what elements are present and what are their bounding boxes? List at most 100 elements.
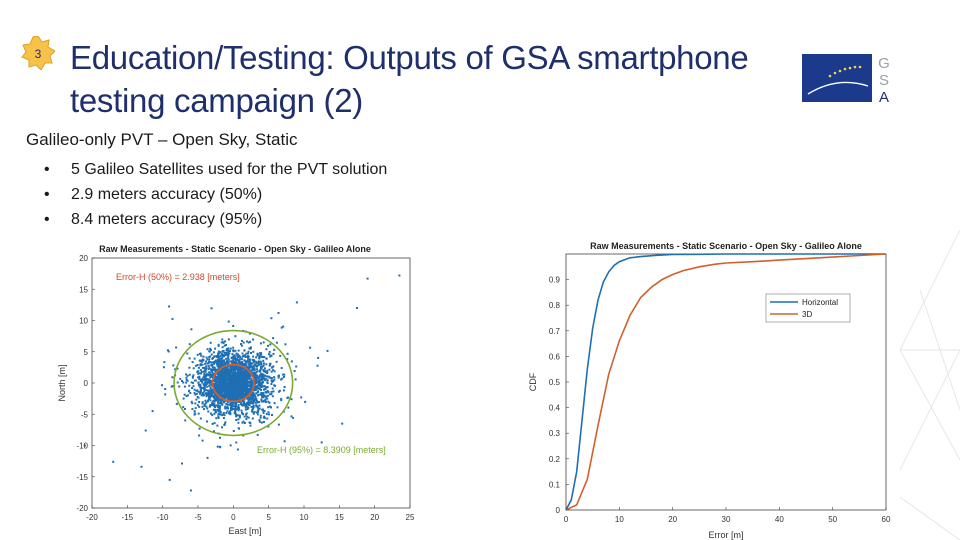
scatter-point — [238, 393, 240, 396]
scatter-point — [217, 392, 220, 395]
scatter-point — [241, 391, 244, 393]
scatter-point — [198, 384, 201, 387]
scatter-point — [251, 417, 254, 420]
scatter-point — [273, 378, 276, 381]
scatter-point — [238, 396, 241, 399]
scatter-point — [223, 423, 226, 425]
scatter-point — [265, 357, 268, 360]
scatter-point — [235, 413, 238, 416]
scatter-point — [192, 381, 194, 384]
scatter-point — [225, 391, 228, 394]
scatter-point — [221, 352, 224, 355]
scatter-point — [263, 377, 266, 380]
scatter-point — [237, 349, 240, 352]
scatter-point — [248, 401, 251, 404]
scatter-point — [219, 393, 222, 396]
scatter-point — [242, 355, 245, 357]
scatter-point — [199, 388, 202, 391]
scatter-point — [257, 364, 260, 367]
scatter-point — [234, 403, 237, 406]
scatter-x-ticks: -20 -15 -10 -5 0 5 10 15 20 25 — [86, 505, 415, 522]
scatter-point — [208, 360, 210, 363]
scatter-point — [250, 400, 253, 403]
scatter-point — [242, 420, 245, 423]
scatter-point — [207, 374, 210, 377]
cdf-y-label: CDF — [528, 372, 538, 391]
scatter-point — [216, 363, 218, 365]
cdf-lines — [565, 253, 887, 511]
scatter-point — [212, 366, 215, 369]
scatter-point — [295, 301, 298, 304]
scatter-point — [249, 347, 252, 350]
scatter-point — [210, 384, 213, 387]
scatter-point — [309, 346, 312, 349]
scatter-point — [222, 353, 225, 356]
scatter-point — [234, 412, 237, 415]
scatter-point — [219, 351, 222, 354]
scatter-point — [273, 348, 276, 351]
scatter-point — [232, 325, 235, 327]
scatter-point — [248, 376, 251, 379]
scatter-point — [214, 361, 217, 364]
scatter-point — [258, 419, 261, 422]
scatter-point — [238, 383, 241, 386]
scatter-point — [188, 357, 191, 360]
scatter-point — [224, 394, 227, 397]
scatter-point — [248, 403, 251, 406]
scatter-point — [246, 377, 248, 380]
scatter-point — [198, 353, 201, 355]
scatter-point — [210, 374, 213, 376]
scatter-point — [260, 376, 263, 379]
scatter-point — [244, 392, 247, 395]
scatter-point — [193, 392, 196, 395]
scatter-point — [237, 414, 240, 417]
scatter-point — [207, 364, 210, 367]
scatter-point — [249, 424, 252, 427]
scatter-point — [207, 392, 210, 394]
scatter-point — [247, 388, 250, 391]
scatter-point — [256, 385, 259, 388]
scatter-point — [270, 317, 273, 320]
scatter-point — [223, 394, 226, 397]
scatter-point — [240, 344, 243, 347]
scatter-point — [202, 387, 205, 389]
scatter-point — [229, 385, 232, 388]
scatter-point — [256, 354, 259, 357]
scatter-point — [218, 413, 221, 416]
scatter-point — [205, 379, 208, 382]
scatter-point — [241, 399, 244, 402]
scatter-point — [214, 385, 217, 388]
scatter-point — [245, 373, 247, 376]
scatter-point — [210, 388, 213, 391]
scatter-point — [211, 395, 214, 398]
scatter-point — [217, 397, 220, 399]
scatter-point — [232, 367, 235, 370]
scatter-point — [256, 374, 259, 377]
scatter-point — [254, 401, 257, 404]
scatter-point — [217, 352, 220, 355]
scatter-point — [215, 369, 218, 372]
scatter-point — [207, 390, 210, 393]
scatter-point — [263, 399, 266, 402]
scatter-point — [213, 384, 216, 387]
scatter-point — [242, 374, 245, 377]
scatter-point — [222, 370, 225, 373]
scatter-point — [231, 371, 234, 374]
scatter-point — [267, 391, 270, 394]
scatter-point — [183, 385, 186, 388]
scatter-point — [272, 337, 275, 340]
scatter-point — [231, 369, 234, 372]
scatter-point — [272, 352, 275, 355]
scatter-point — [225, 357, 227, 360]
scatter-point — [227, 389, 229, 392]
scatter-point — [231, 404, 234, 407]
scatter-point — [219, 411, 222, 414]
bullet-dot: • — [44, 161, 50, 178]
scatter-point — [223, 354, 226, 357]
scatter-point — [240, 358, 243, 361]
scatter-point — [230, 361, 233, 363]
scatter-point — [280, 397, 283, 400]
scatter-point — [264, 398, 267, 401]
scatter-point — [272, 369, 275, 372]
scatter-point — [191, 387, 194, 389]
